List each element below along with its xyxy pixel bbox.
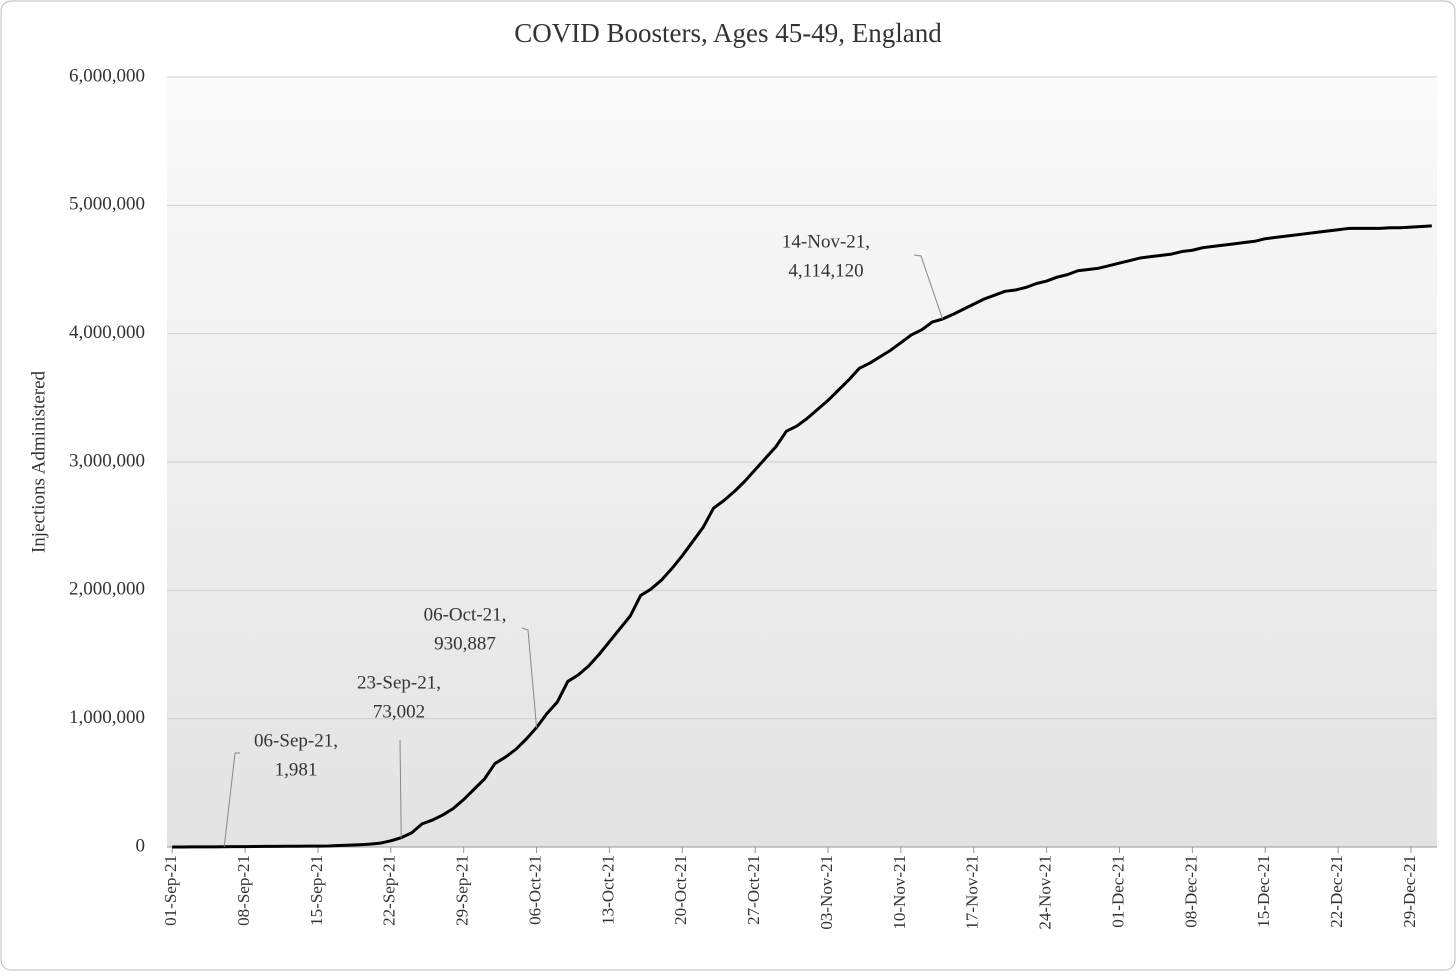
y-tick-label: 4,000,000 xyxy=(69,322,145,343)
annotation-value: 930,887 xyxy=(434,633,496,654)
annotation-leader xyxy=(223,752,240,847)
x-tick-label: 03-Nov-21 xyxy=(817,855,836,930)
x-tick-label: 22-Sep-21 xyxy=(380,855,399,926)
line-series xyxy=(172,224,1432,849)
annotation-leader xyxy=(521,627,538,728)
y-tick-label: 1,000,000 xyxy=(69,707,145,728)
x-tick-label: 01-Dec-21 xyxy=(1108,855,1127,928)
annotation-value: 1,981 xyxy=(275,759,318,780)
annotation-date: 06-Sep-21, xyxy=(254,730,338,751)
annotation-date: 23-Sep-21, xyxy=(357,672,441,693)
chart-title: COVID Boosters, Ages 45-49, England xyxy=(514,18,942,48)
x-tick-label: 10-Nov-21 xyxy=(890,855,909,930)
x-tick-label: 06-Oct-21 xyxy=(525,855,544,925)
y-tick-label: 2,000,000 xyxy=(69,579,145,600)
annotation-value: 73,002 xyxy=(373,701,425,722)
x-tick-label: 24-Nov-21 xyxy=(1036,855,1055,930)
annotation-date: 06-Oct-21, xyxy=(424,604,507,625)
x-tick-label: 13-Oct-21 xyxy=(598,855,617,925)
annotation-date: 14-Nov-21, xyxy=(782,231,870,252)
x-tick-label: 08-Dec-21 xyxy=(1181,855,1200,928)
y-tick-label: 6,000,000 xyxy=(69,65,145,86)
x-tick-label: 20-Oct-21 xyxy=(671,855,690,925)
x-tick-label: 17-Nov-21 xyxy=(963,855,982,930)
annotation-value: 4,114,120 xyxy=(788,260,863,281)
x-tick-label: 15-Sep-21 xyxy=(307,855,326,926)
annotation-leader xyxy=(913,254,944,320)
annotation-leader xyxy=(399,739,402,838)
x-tick-label: 29-Dec-21 xyxy=(1400,855,1419,928)
x-tick-label: 29-Sep-21 xyxy=(453,855,472,926)
y-tick-label: 5,000,000 xyxy=(69,194,145,215)
x-tick-label: 27-Oct-21 xyxy=(744,855,763,925)
x-tick-label: 08-Sep-21 xyxy=(234,855,253,926)
x-tick-label: 01-Sep-21 xyxy=(161,855,180,926)
x-tick-label: 15-Dec-21 xyxy=(1254,855,1273,928)
y-tick-label: 3,000,000 xyxy=(69,450,145,471)
y-tick-label: 0 xyxy=(136,835,146,856)
x-tick-label: 22-Dec-21 xyxy=(1327,855,1346,928)
y-axis-label: Injections Administered xyxy=(28,370,49,553)
